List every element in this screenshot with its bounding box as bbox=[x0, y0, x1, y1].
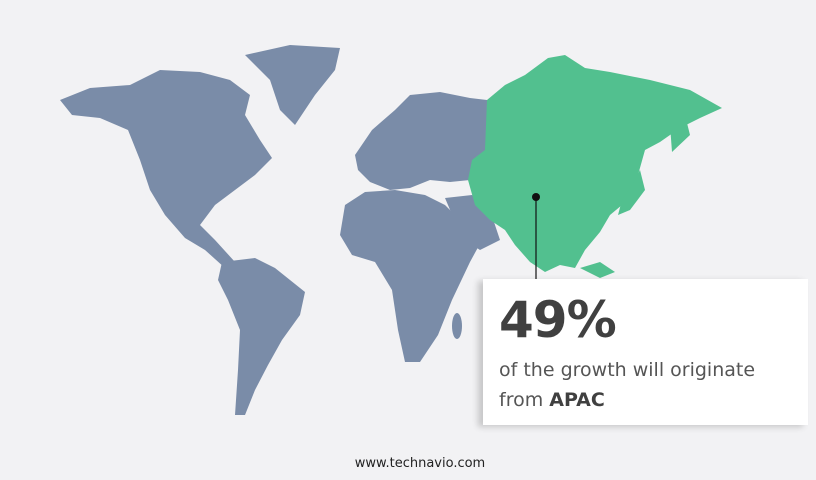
growth-callout: 49% of the growth will originate from AP… bbox=[483, 279, 808, 425]
north-america bbox=[60, 70, 272, 268]
europe bbox=[355, 92, 487, 190]
asia-pacific bbox=[468, 55, 722, 272]
growth-text: of the growth will originate bbox=[499, 359, 756, 381]
japan bbox=[618, 170, 645, 215]
madagascar bbox=[452, 313, 462, 339]
region-name: APAC bbox=[549, 389, 605, 411]
indonesia bbox=[580, 262, 615, 278]
africa bbox=[340, 190, 482, 362]
growth-description: of the growth will originate from APAC bbox=[499, 355, 755, 415]
greenland bbox=[245, 45, 340, 125]
footer-url: www.technavio.com bbox=[354, 456, 486, 471]
callout-pointer-dot bbox=[532, 193, 540, 201]
growth-text-from: from bbox=[499, 389, 544, 411]
growth-percentage: 49% bbox=[499, 291, 617, 349]
kamchatka bbox=[670, 115, 690, 152]
south-america bbox=[218, 258, 305, 415]
